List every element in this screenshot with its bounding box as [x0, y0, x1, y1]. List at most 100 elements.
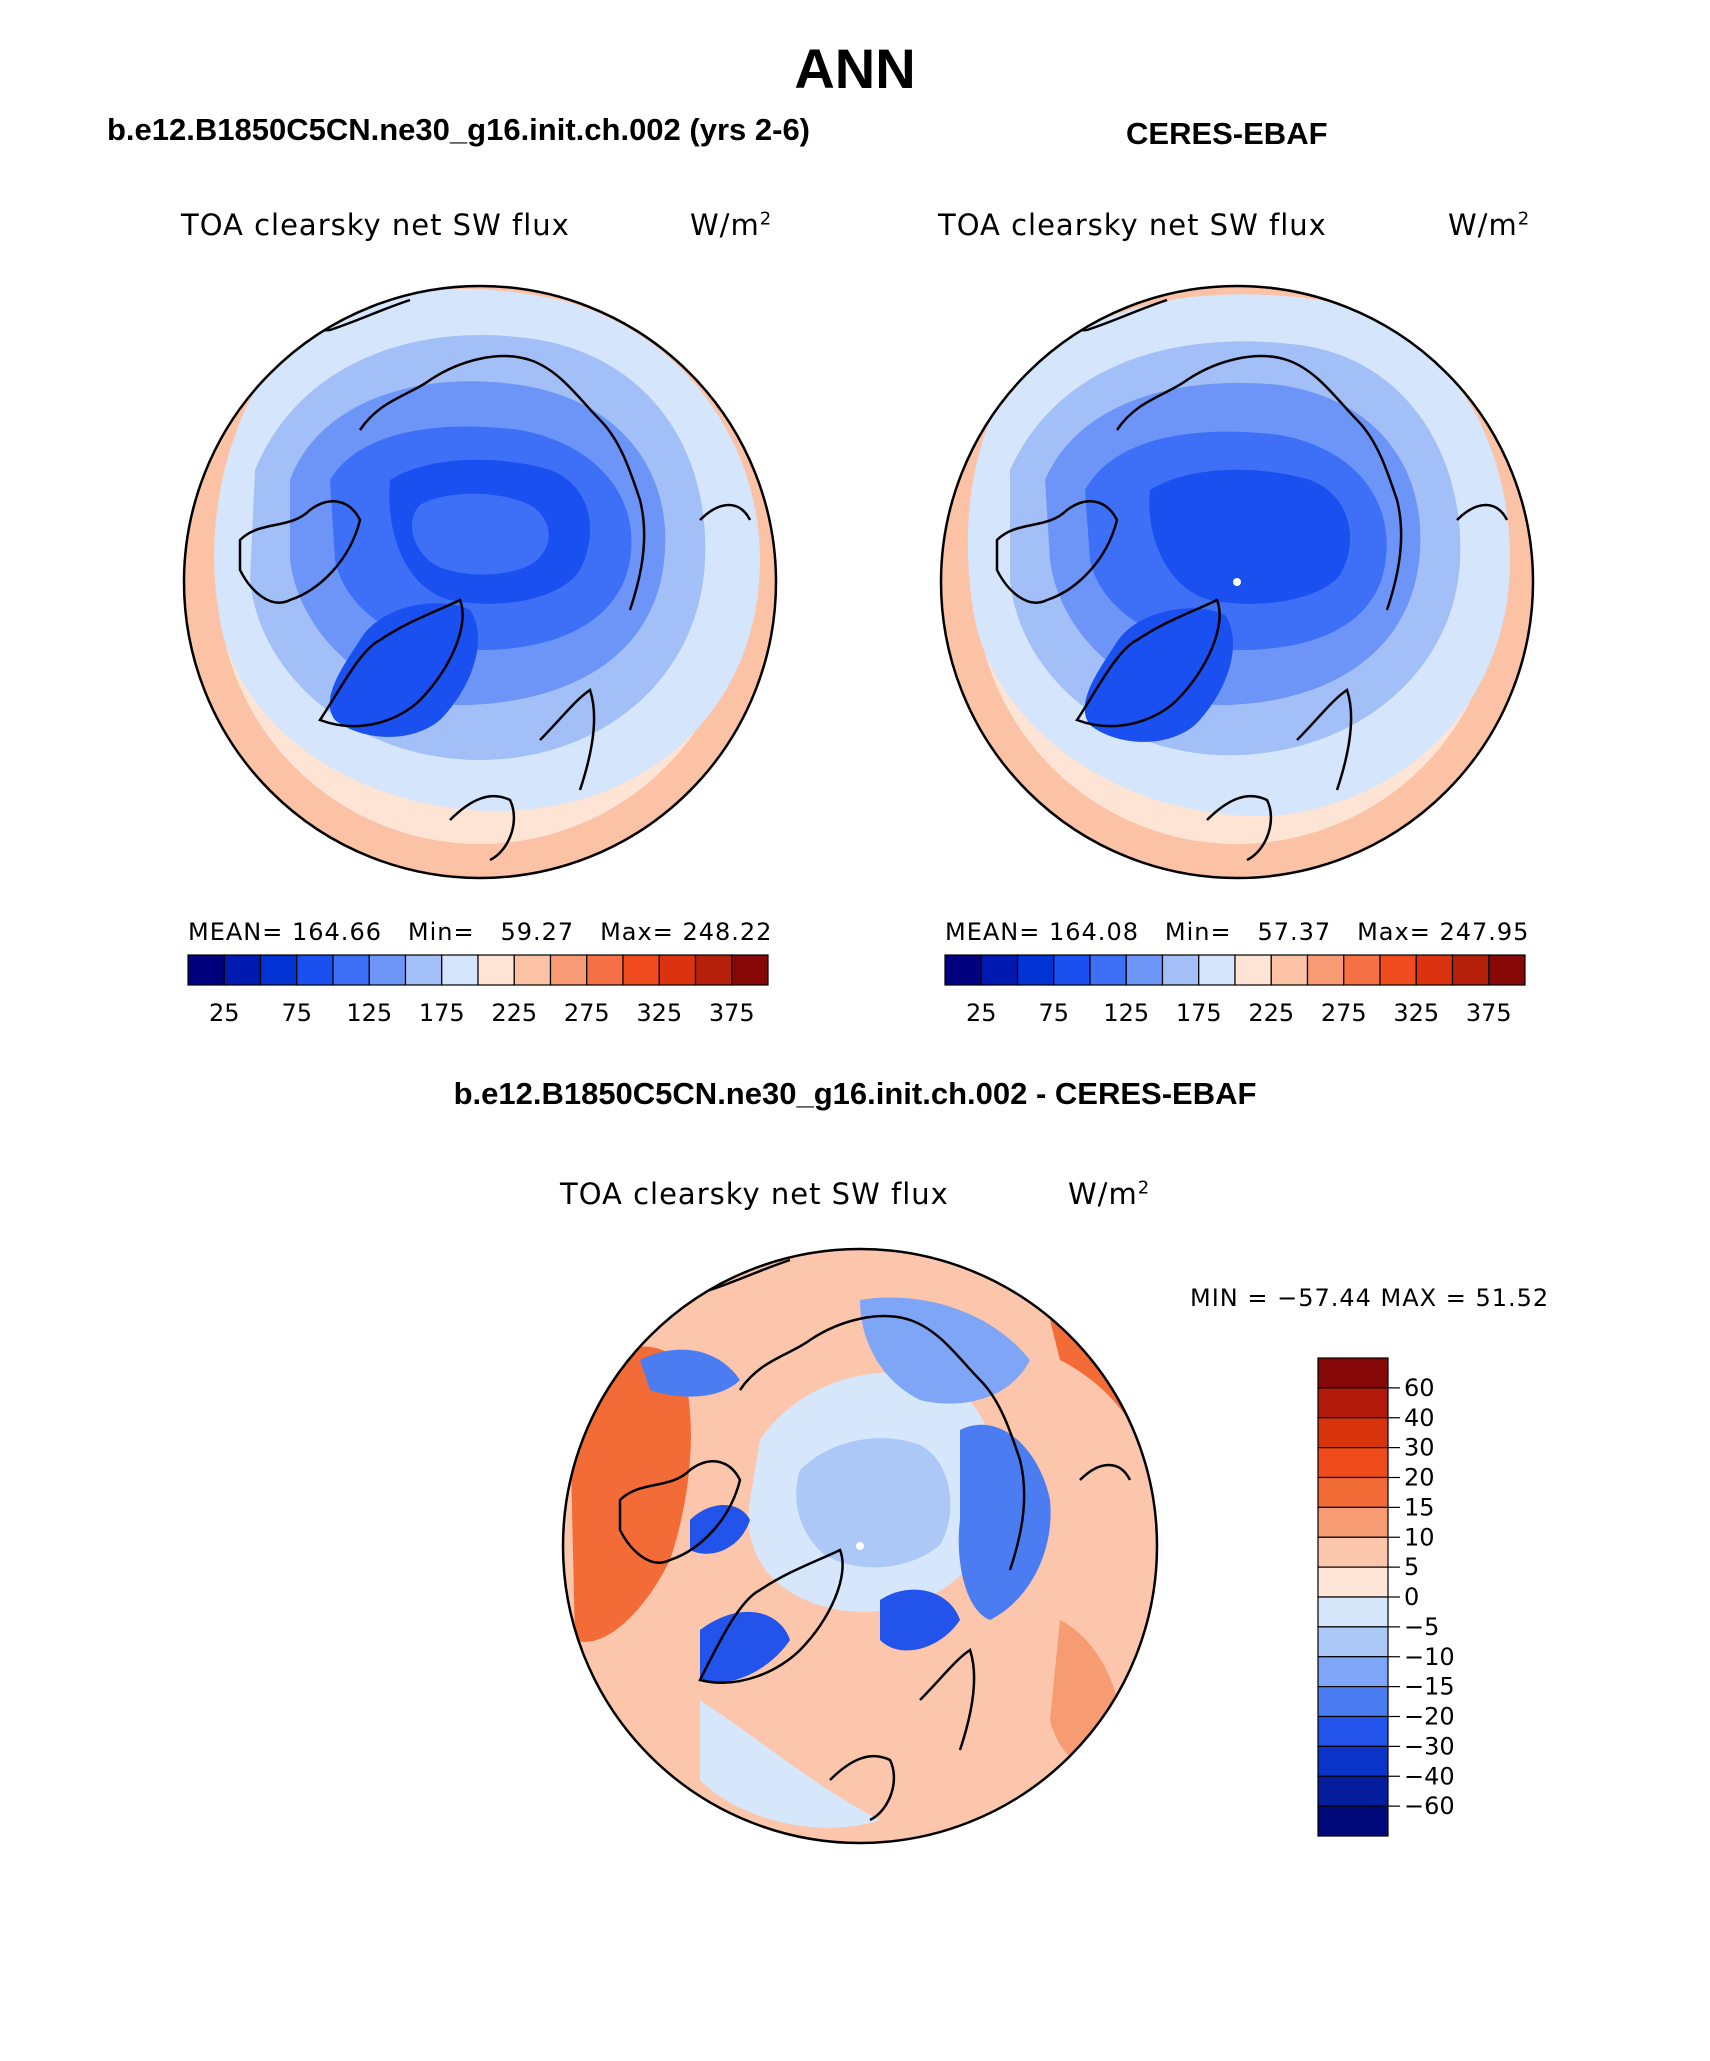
right-colorbar-swatch — [1415, 954, 1454, 986]
diff-colorbar-swatch — [1317, 1745, 1389, 1777]
right-colorbar-tick-label: 325 — [1393, 999, 1439, 1027]
diff-colorbar-swatch — [1317, 1596, 1389, 1628]
diff-colorbar-swatch — [1317, 1805, 1389, 1837]
right-colorbar-tick-label: 25 — [966, 999, 997, 1027]
diff-colorbar-tick-label: −15 — [1404, 1673, 1455, 1701]
diff-colorbar-swatch — [1317, 1656, 1389, 1688]
right-obs-title: CERES-EBAF — [1126, 116, 1328, 151]
left-max-label: Max= — [600, 918, 674, 946]
diff-colorbar-swatch — [1317, 1715, 1389, 1747]
left-colorbar-swatch — [622, 954, 660, 986]
left-colorbar-swatch — [404, 954, 443, 986]
right-colorbar-swatch — [1270, 954, 1309, 986]
diff-title: b.e12.B1850C5CN.ne30_g16.init.ch.002 - C… — [453, 1076, 1257, 1111]
right-max-label: Max= — [1357, 918, 1431, 946]
diff-units-base: W/m — [1068, 1177, 1138, 1211]
right-colorbar-tick-label: 75 — [1038, 999, 1069, 1027]
diff-colorbar-swatch — [1317, 1447, 1389, 1479]
left-colorbar-tick-label: 75 — [281, 999, 312, 1027]
diff-colorbar-tick-label: 20 — [1404, 1464, 1435, 1492]
right-colorbar-tick-label: 275 — [1321, 999, 1367, 1027]
left-mean: 164.66 — [292, 918, 382, 946]
left-stats: MEAN= 164.66 Min= 59.27 Max= 248.22 — [188, 918, 772, 946]
left-colorbar-swatch — [259, 954, 298, 986]
left-variable-title: TOA clearsky net SW flux — [181, 208, 570, 242]
left-colorbar-swatch — [223, 954, 262, 986]
left-colorbar-swatch — [549, 954, 588, 986]
right-colorbar-swatch — [1053, 954, 1091, 986]
left-case-title: b.e12.B1850C5CN.ne30_g16.init.ch.002 (yr… — [107, 112, 811, 147]
diff-colorbar-swatch — [1317, 1775, 1389, 1807]
left-colorbar-tick-label: 225 — [491, 999, 537, 1027]
diff-colorbar-tick-label: 5 — [1404, 1553, 1419, 1581]
right-colorbar-swatch — [980, 954, 1019, 986]
diff-colorbar-tick-label: 10 — [1404, 1523, 1435, 1551]
right-colorbar-tick-label: 175 — [1176, 999, 1222, 1027]
left-colorbar-tick-label: 175 — [419, 999, 465, 1027]
right-units: W/m2 — [1448, 208, 1530, 242]
diff-colorbar-tick-label: −5 — [1404, 1613, 1439, 1641]
main-title: ANN — [794, 37, 916, 100]
right-colorbar-swatch — [1451, 954, 1490, 986]
right-colorbar-swatch — [1198, 954, 1236, 986]
right-stats: MEAN= 164.08 Min= 57.37 Max= 247.95 — [945, 918, 1529, 946]
diff-colorbar-swatch — [1317, 1626, 1389, 1658]
left-colorbar-swatch — [332, 954, 370, 986]
left-mean-label: MEAN= — [188, 918, 284, 946]
right-map-border — [939, 284, 1535, 880]
right-colorbar-swatch — [944, 954, 982, 986]
left-min-label: Min= — [407, 918, 475, 946]
right-polar-map — [939, 284, 1535, 880]
left-colorbar-swatch — [187, 954, 225, 986]
diff-variable-title: TOA clearsky net SW flux — [560, 1177, 949, 1211]
left-max: 248.22 — [682, 918, 773, 946]
diff-colorbar-swatch — [1317, 1417, 1389, 1449]
left-colorbar-swatch — [586, 954, 624, 986]
left-colorbar-tick-label: 25 — [209, 999, 240, 1027]
left-colorbar-swatch — [296, 954, 334, 986]
left-colorbar-swatch — [658, 954, 697, 986]
diff-colorbar-tick-label: −10 — [1404, 1643, 1455, 1671]
diff-polar-map — [561, 1247, 1159, 1845]
right-colorbar-swatch — [1161, 954, 1200, 986]
diff-colorbar-tick-label: 40 — [1404, 1404, 1435, 1432]
right-colorbar-swatch — [1016, 954, 1055, 986]
right-colorbar: 25 75 125 175 225 275 325 375 — [944, 954, 1526, 1027]
right-mean: 164.08 — [1049, 918, 1139, 946]
diff-units-exp: 2 — [1137, 1177, 1151, 1199]
left-colorbar-tick-label: 325 — [636, 999, 682, 1027]
right-max: 247.95 — [1439, 918, 1530, 946]
right-colorbar-swatch — [1234, 954, 1272, 986]
left-map-border — [182, 284, 778, 880]
diff-colorbar-tick-label: 60 — [1404, 1374, 1435, 1402]
right-colorbar-swatch — [1379, 954, 1417, 986]
left-colorbar-swatch — [477, 954, 515, 986]
left-units: W/m2 — [690, 208, 772, 242]
right-colorbar-swatch — [1089, 954, 1127, 986]
diff-coastlines — [609, 1258, 1132, 1822]
left-colorbar-swatch — [513, 954, 552, 986]
diff-colorbar-swatch — [1317, 1476, 1389, 1508]
left-units-base: W/m — [690, 208, 760, 242]
diff-colorbar-tick-label: −40 — [1404, 1762, 1455, 1790]
diff-colorbar-tick-label: −60 — [1404, 1792, 1455, 1820]
left-colorbar-swatch — [731, 954, 769, 986]
left-colorbar-swatch — [694, 954, 733, 986]
left-map-fill — [184, 286, 776, 878]
left-colorbar-swatch — [441, 954, 479, 986]
right-colorbar-tick-label: 375 — [1466, 999, 1512, 1027]
diff-colorbar-tick-label: 30 — [1404, 1434, 1435, 1462]
diff-colorbar-swatch — [1317, 1506, 1389, 1538]
diff-colorbar-swatch — [1317, 1536, 1389, 1568]
right-colorbar-swatch — [1488, 954, 1526, 986]
diff-colorbar-tick-label: −30 — [1404, 1732, 1455, 1760]
right-colorbar-tick-label: 225 — [1248, 999, 1294, 1027]
diff-minmax: MIN = −57.44 MAX = 51.52 — [1190, 1284, 1550, 1312]
diff-colorbar-swatch — [1317, 1357, 1389, 1389]
right-units-exp: 2 — [1517, 208, 1531, 230]
right-colorbar-tick-label: 125 — [1103, 999, 1149, 1027]
left-colorbar-swatch — [368, 954, 407, 986]
left-colorbar-tick-label: 375 — [709, 999, 755, 1027]
diff-map-border — [561, 1247, 1159, 1845]
